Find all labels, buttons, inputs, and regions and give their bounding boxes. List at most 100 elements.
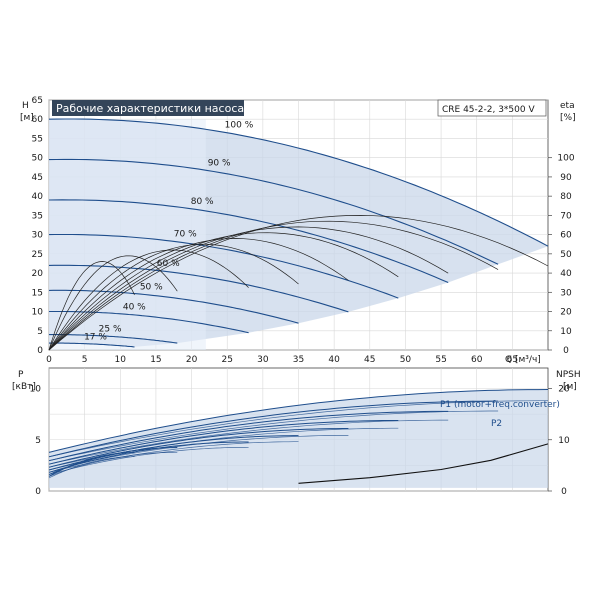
p-tick-label: 0: [35, 487, 41, 497]
y-tick-label: 35: [32, 211, 43, 221]
npsh-tick-label: 0: [561, 487, 567, 497]
head-curve-80-percent: [48, 199, 449, 284]
speed-label: 100 %: [225, 120, 254, 130]
efficiency-curve: [48, 232, 399, 351]
y-tick-label: 45: [32, 173, 43, 183]
x-tick-label: 30: [257, 355, 269, 365]
p2-label: P2: [491, 419, 502, 429]
power-curve-p2: [48, 446, 249, 475]
y-axis-unit-p: [кВт]: [12, 382, 36, 392]
power-range-area: [49, 389, 548, 488]
power-curve-p1: [48, 400, 499, 458]
y-tick-label: 25: [32, 250, 43, 260]
y-tick-label: 10: [32, 308, 44, 318]
x-tick-label: 5: [82, 355, 88, 365]
efficiency-curve: [48, 243, 299, 351]
speed-label: 60 %: [157, 259, 180, 269]
power-curve-p1: [48, 441, 249, 473]
speed-label: 40 %: [123, 303, 146, 313]
y-tick-label: 60: [32, 115, 44, 125]
y2-tick-label: 40: [560, 269, 572, 279]
power-curve-p2: [48, 419, 449, 465]
efficiency-curve: [48, 261, 135, 351]
x-tick-label: 65: [507, 355, 518, 365]
y2-tick-label: 80: [560, 192, 572, 202]
power-curve-p2: [48, 400, 548, 458]
x-tick-label: 50: [400, 355, 412, 365]
x-axis-label-q: Q: [505, 355, 512, 365]
x-tick-label: 35: [293, 355, 304, 365]
chart-labels: Рабочие характеристики насоса CRE 45-2-2…: [12, 99, 581, 429]
y-tick-label: 0: [37, 346, 43, 356]
head-plot: 100 % 90 % 80 % 70 % 60 % 50 % 40 % 25 %17 % 0 5 1…: [32, 96, 575, 365]
y2-tick-label: 70: [560, 211, 572, 221]
y-tick-label: 20: [32, 269, 44, 279]
power-curve-p2: [48, 410, 499, 461]
head-curve-90-percent: [48, 158, 499, 265]
title-background: [52, 100, 244, 116]
y2-tick-label: 60: [560, 231, 572, 241]
head-curve-50-percent: [48, 289, 299, 324]
y-tick-label: 40: [32, 192, 44, 202]
power-curve-p1: [48, 452, 135, 477]
y-tick-label: 15: [32, 288, 43, 298]
power-plot: 0 5 10 0 10 20: [30, 367, 570, 497]
speed-label: 50 %: [140, 283, 163, 293]
power-curve-p1: [48, 410, 449, 462]
y2-tick-label: 90: [560, 173, 572, 183]
efficiency-curve: [48, 238, 349, 351]
power-curve-p1: [48, 420, 399, 465]
head-curve-25-percent: [49, 334, 178, 344]
speed-label: 17 %: [84, 332, 107, 342]
head-curve-60-percent: [48, 264, 349, 313]
speed-label: 90 %: [208, 159, 231, 169]
y-tick-label: 65: [32, 96, 43, 106]
chart-title: Рабочие характеристики насоса: [56, 102, 244, 115]
efficiency-curve: [48, 249, 249, 351]
power-curve-p2: [48, 456, 135, 479]
x-tick-label: 40: [328, 355, 340, 365]
p1-label: P1 (motor+freq.converter): [440, 400, 560, 410]
x-tick-label: 0: [46, 355, 52, 365]
efficiency-curve: [48, 215, 549, 351]
head-curve-70-percent: [48, 233, 399, 299]
npsh-curve: [298, 443, 549, 484]
head-curve-17-percent: [49, 342, 135, 348]
efficiency-curve: [48, 220, 499, 351]
y2-tick-label: 50: [560, 250, 572, 260]
y-tick-label: 50: [32, 154, 44, 164]
x-tick-label: 60: [471, 355, 483, 365]
p-tick-label: 5: [35, 436, 41, 446]
y-axis-unit-h: [м]: [20, 113, 34, 123]
p-tick-label: 10: [30, 385, 42, 395]
y2-axis-label-eta: eta: [560, 101, 575, 111]
y2-tick-label: 20: [560, 308, 572, 318]
model-box: [437, 99, 547, 117]
npsh-tick-label: 20: [558, 385, 570, 395]
x-tick-label: 45: [364, 355, 375, 365]
y2-tick-label: 30: [560, 288, 572, 298]
speed-label: 80 %: [191, 197, 214, 207]
y2-axis-unit-eta: [%]: [560, 113, 576, 123]
head-curve-40-percent: [49, 310, 249, 334]
y-tick-label: 30: [32, 231, 44, 241]
npsh-tick-label: 10: [558, 436, 570, 446]
y2-tick-label: 10: [560, 327, 572, 337]
efficiency-curve: [48, 226, 449, 351]
power-curve-p1: [48, 389, 549, 453]
x-tick-label: 25: [221, 355, 232, 365]
head-curve-100-percent: [48, 118, 549, 247]
y-tick-label: 55: [32, 134, 43, 144]
y-axis-label-h: H: [22, 101, 29, 111]
y-tick-label: 5: [37, 327, 43, 337]
y2-tick-label: 0: [563, 346, 569, 356]
y2-tick-label: 100: [557, 154, 574, 164]
x-tick-label: 15: [150, 355, 161, 365]
power-curve-p1: [48, 428, 349, 468]
x-tick-label: 20: [186, 355, 198, 365]
y2-axis-unit-npsh: [м]: [563, 382, 577, 392]
y-axis-label-p: P: [18, 370, 24, 380]
y2-axis-label-npsh: NPSH: [556, 370, 581, 380]
speed-label: 70 %: [174, 230, 197, 240]
